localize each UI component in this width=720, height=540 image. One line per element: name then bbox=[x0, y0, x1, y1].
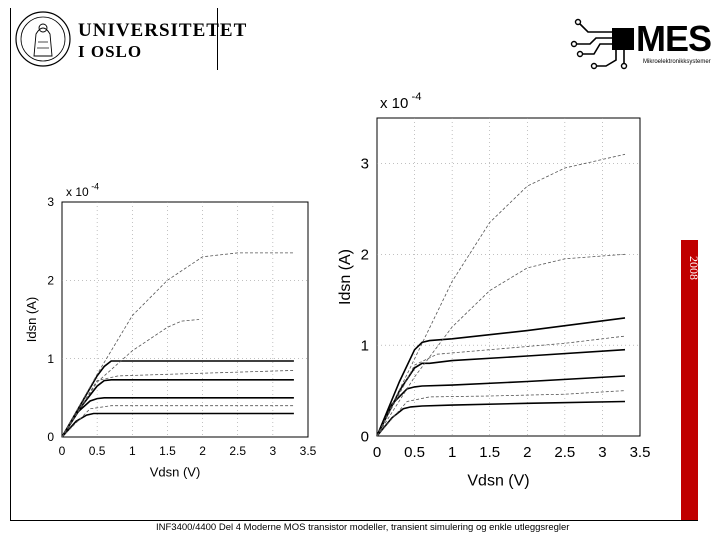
dashed-series-line-4 bbox=[61, 252, 294, 438]
solid-series-line-1 bbox=[376, 348, 626, 437]
y-tick-label: 3 bbox=[361, 156, 369, 173]
x-tick-label: 2.5 bbox=[554, 444, 575, 461]
y-tick-label: 1 bbox=[47, 352, 54, 366]
x-tick-label: 0 bbox=[59, 444, 66, 458]
x-tick-label: 2 bbox=[523, 444, 531, 461]
circuit-chip-icon bbox=[570, 18, 634, 70]
x-tick-label: 3.5 bbox=[630, 444, 651, 461]
x-tick-label: 3 bbox=[270, 444, 277, 458]
slide-bottom-rule bbox=[10, 520, 698, 521]
x-tick-label: 1.5 bbox=[479, 444, 500, 461]
x-tick-label: 0.5 bbox=[404, 444, 425, 461]
dashed-series-line-6 bbox=[376, 335, 626, 437]
solid-series-line-3 bbox=[61, 412, 294, 438]
x-tick-label: 2.5 bbox=[229, 444, 246, 458]
x-tick-label: 3 bbox=[598, 444, 606, 461]
x-tick-label: 2 bbox=[199, 444, 206, 458]
solid-series-line-0 bbox=[61, 360, 294, 438]
y-axis-label: Idsn (A) bbox=[24, 297, 39, 343]
axis-scale-exponent: -4 bbox=[412, 91, 422, 103]
year-band bbox=[681, 240, 698, 520]
logo-divider bbox=[217, 8, 218, 70]
mes-subtitle: Mikroelektronikksystemer bbox=[643, 59, 711, 65]
y-tick-label: 2 bbox=[361, 247, 369, 264]
solid-series-line-2 bbox=[376, 375, 626, 437]
axis-scale-exponent: -4 bbox=[91, 181, 99, 191]
uio-title-line2: I OSLO bbox=[78, 42, 143, 61]
year-label: 2008 bbox=[687, 256, 701, 280]
x-tick-label: 0 bbox=[373, 444, 381, 461]
x-axis-label: Vdsn (V) bbox=[467, 473, 529, 490]
solid-series-line-0 bbox=[376, 317, 626, 437]
y-tick-label: 0 bbox=[47, 430, 54, 444]
y-axis-label: Idsn (A) bbox=[337, 249, 354, 305]
y-tick-label: 2 bbox=[47, 274, 54, 288]
x-tick-label: 1 bbox=[129, 444, 136, 458]
y-tick-label: 1 bbox=[361, 337, 369, 354]
slide-top-rule bbox=[10, 8, 11, 520]
x-tick-label: 1 bbox=[448, 444, 456, 461]
mes-wordmark: MES bbox=[636, 18, 712, 59]
uio-logo bbox=[10, 8, 218, 70]
axis-scale-label: x 10 bbox=[66, 185, 89, 199]
mes-logo bbox=[566, 14, 706, 72]
dashed-series-line-5 bbox=[376, 253, 626, 437]
dashed-series-line-5 bbox=[61, 319, 200, 438]
y-tick-label: 0 bbox=[361, 428, 369, 445]
dashed-series-line-7 bbox=[61, 405, 294, 438]
axis-scale-label: x 10 bbox=[380, 95, 408, 112]
dashed-series-line-4 bbox=[376, 153, 626, 437]
y-tick-label: 3 bbox=[47, 195, 54, 209]
uio-title-line1: UNIVERSITETET bbox=[78, 20, 248, 41]
x-axis-label: Vdsn (V) bbox=[150, 465, 201, 480]
x-tick-label: 3.5 bbox=[300, 444, 317, 458]
x-tick-label: 1.5 bbox=[159, 444, 176, 458]
x-tick-label: 0.5 bbox=[89, 444, 106, 458]
plot-area bbox=[376, 117, 641, 437]
footer-text: INF3400/4400 Del 4 Moderne MOS transisto… bbox=[156, 522, 570, 533]
university-seal-icon bbox=[15, 11, 71, 67]
